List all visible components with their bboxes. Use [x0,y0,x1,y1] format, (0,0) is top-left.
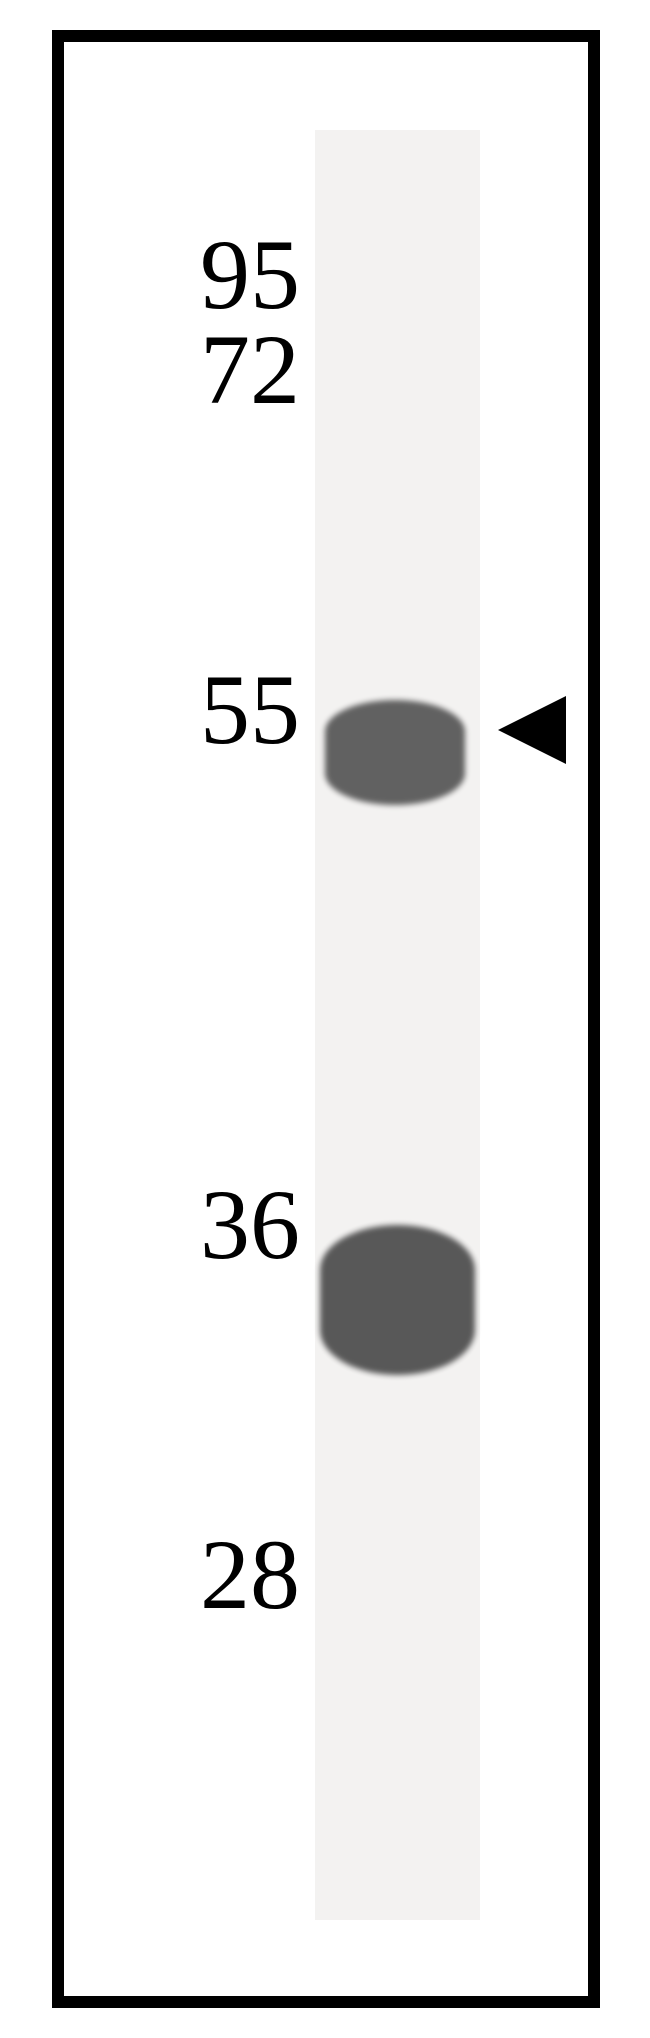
mw-label-72: 72 [0,320,300,420]
mw-label-95: 95 [0,225,300,325]
target-arrow-icon [498,696,566,764]
mw-label-36: 36 [0,1175,300,1275]
gel-lane [315,130,480,1920]
band-34kda [320,1225,475,1375]
mw-label-28: 28 [0,1525,300,1625]
band-55kda [325,700,465,805]
mw-label-55: 55 [0,660,300,760]
